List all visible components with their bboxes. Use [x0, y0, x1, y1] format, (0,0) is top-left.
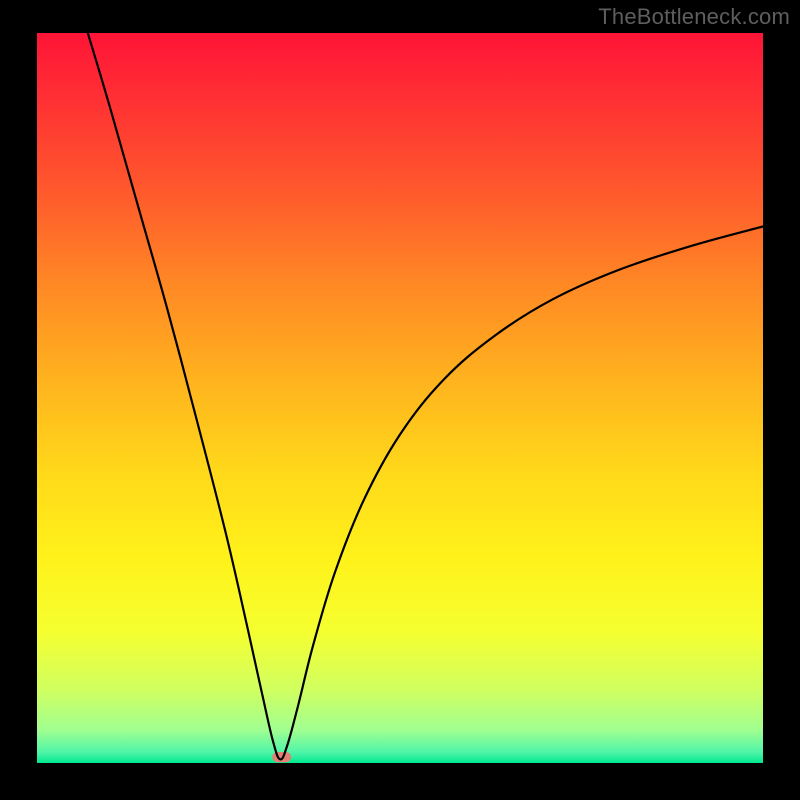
- plot-background: [37, 33, 763, 763]
- watermark-text: TheBottleneck.com: [598, 4, 790, 30]
- bottleneck-chart: [0, 0, 800, 800]
